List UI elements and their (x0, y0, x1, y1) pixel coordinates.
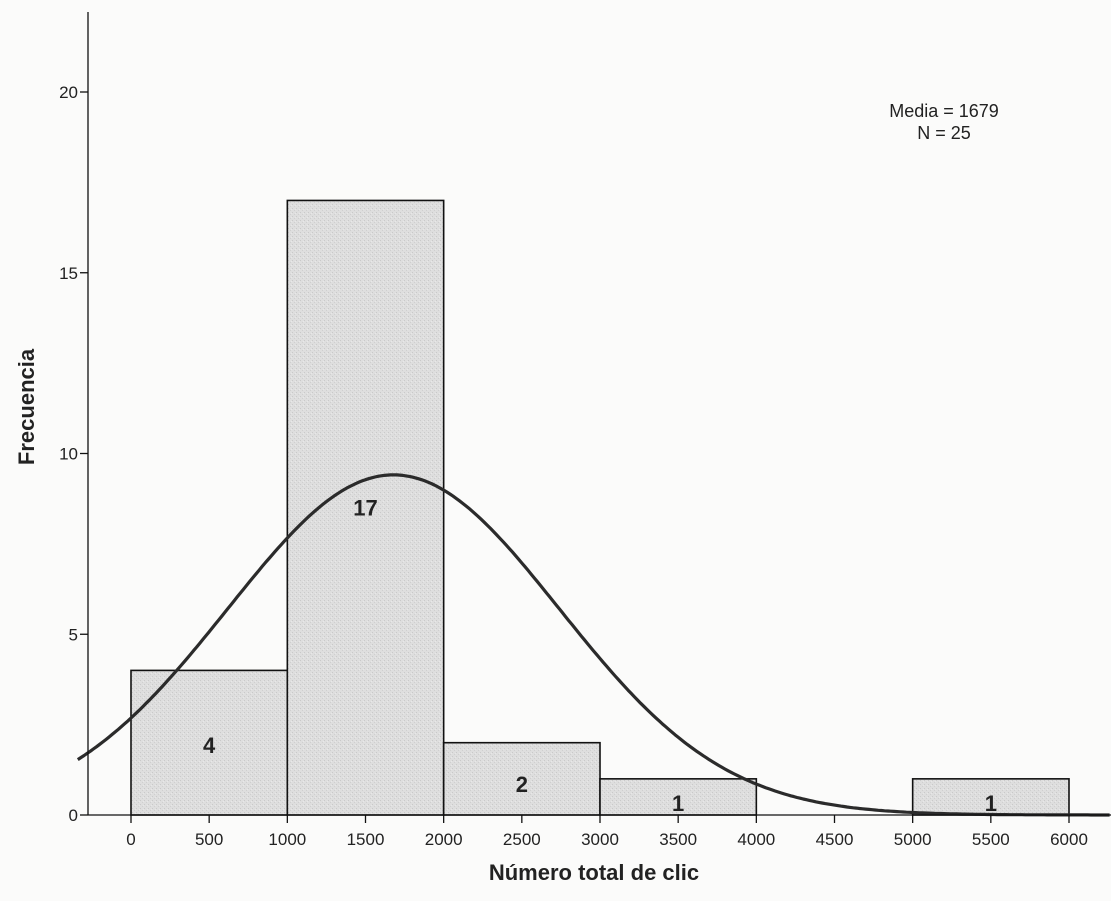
bar-value-label: 4 (203, 733, 216, 758)
stats-n: N = 25 (917, 123, 971, 143)
x-tick-label: 2000 (425, 830, 463, 849)
y-axis-title: Frecuencia (14, 348, 39, 465)
axes-layer: 0 5 10 15 20 0 500 1000 1500 2000 2500 3000 3500 4000… (59, 12, 1111, 849)
histogram-bar (442, 741, 601, 816)
histogram-bar (599, 778, 758, 816)
y-tick-label: 20 (59, 83, 78, 102)
x-tick-label: 5000 (894, 830, 932, 849)
x-tick-label: 4000 (737, 830, 775, 849)
x-tick-label: 0 (126, 830, 135, 849)
x-tick-label: 4500 (816, 830, 854, 849)
x-tick-label: 6000 (1050, 830, 1088, 849)
bar-value-label: 17 (353, 495, 377, 520)
bar-value-label: 1 (672, 791, 684, 816)
normal-curve (76, 473, 1110, 817)
y-tick-label: 0 (69, 806, 78, 825)
curve-layer (76, 473, 1110, 817)
x-tick-label: 1000 (268, 830, 306, 849)
x-tick-label: 2500 (503, 830, 541, 849)
x-axis-title: Número total de clic (489, 860, 699, 885)
histogram-bar (130, 669, 289, 816)
x-tick-label: 5500 (972, 830, 1010, 849)
x-tick-label: 3500 (659, 830, 697, 849)
histogram-bar (286, 199, 445, 816)
labels-layer: 4 17 2 1 1 (203, 495, 997, 816)
bar-value-label: 2 (516, 772, 528, 797)
y-tick-label: 5 (69, 625, 78, 644)
y-tick-label: 10 (59, 445, 78, 464)
x-tick-label: 1500 (347, 830, 385, 849)
y-tick-label: 15 (59, 264, 78, 283)
x-tick-label: 500 (195, 830, 223, 849)
bar-value-label: 1 (985, 791, 997, 816)
x-tick-label: 3000 (581, 830, 619, 849)
bars-layer (130, 199, 1070, 816)
stats-mean: Media = 1679 (889, 101, 999, 121)
